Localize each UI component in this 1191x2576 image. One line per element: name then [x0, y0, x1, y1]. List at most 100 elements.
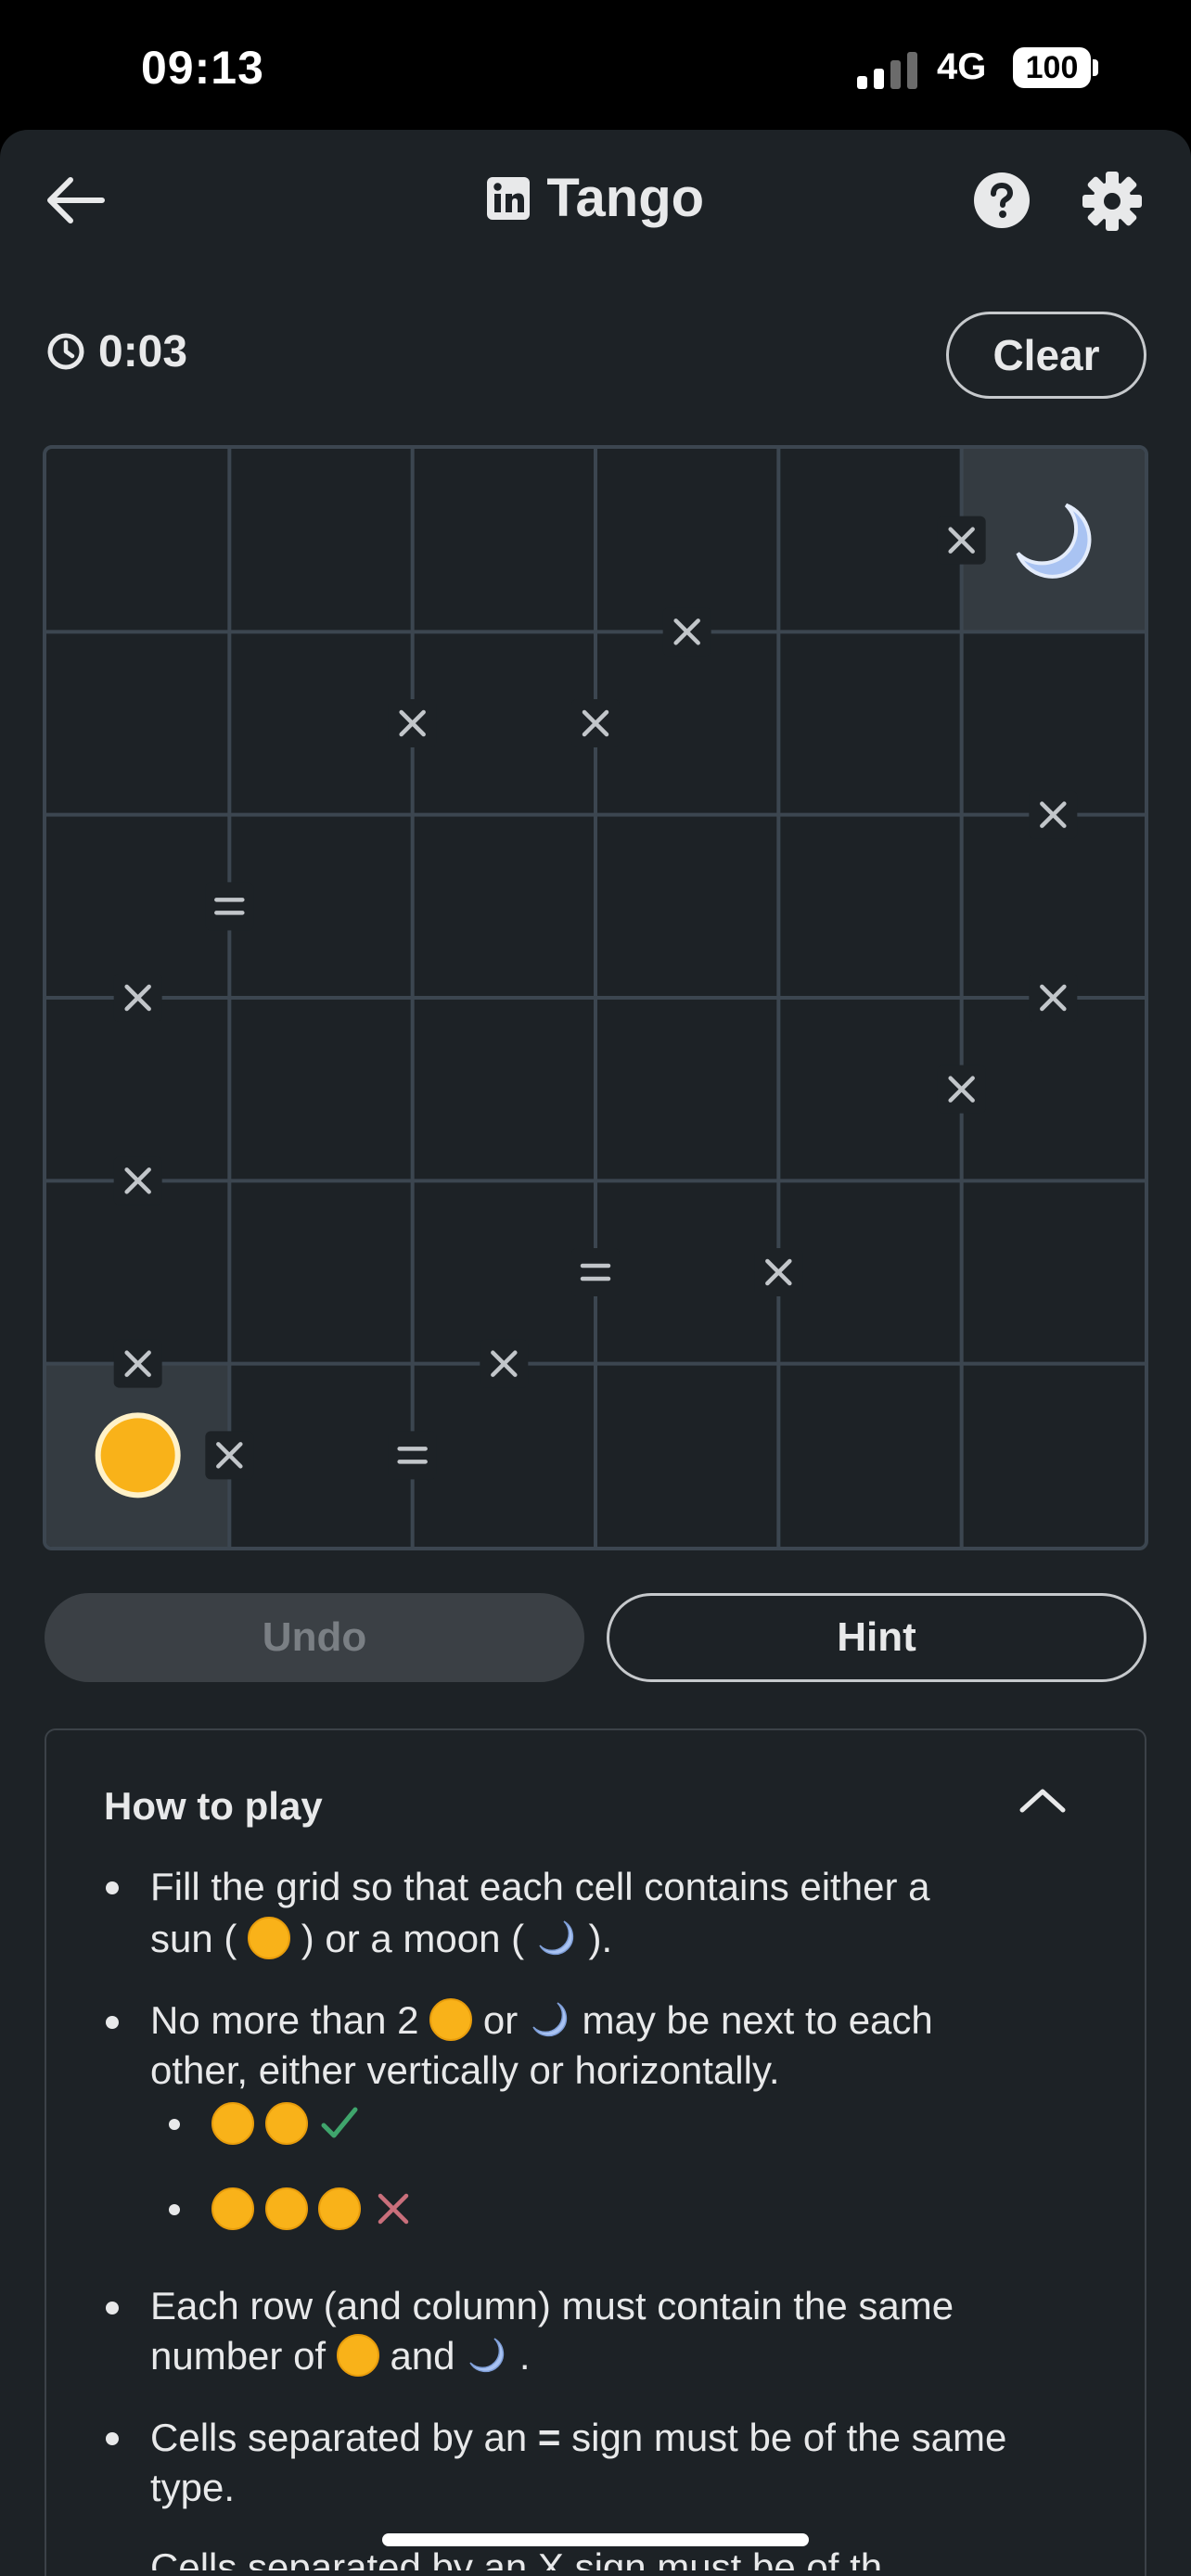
- moon-icon: [1016, 503, 1092, 579]
- board-cell[interactable]: [413, 815, 596, 998]
- rule-1-line-1: Fill the grid so that each cell contains…: [150, 1865, 930, 1908]
- board-cell[interactable]: [229, 998, 412, 1180]
- board-cell[interactable]: [962, 631, 1145, 814]
- cross-constraint-icon: [113, 974, 162, 1022]
- arrow-left-icon[interactable]: [41, 165, 111, 236]
- rule-2-line-2: other, either vertically or horizontally…: [150, 2048, 780, 2092]
- hint-button[interactable]: Hint: [607, 1593, 1146, 1682]
- board-cell[interactable]: [962, 1364, 1145, 1547]
- board-cell[interactable]: [596, 815, 778, 998]
- rule-1-text-a: sun (: [150, 1917, 237, 1960]
- board-cell[interactable]: [778, 998, 961, 1180]
- rule-5-partial: Cells separated by an X sign must be of …: [150, 2545, 883, 2570]
- moon-icon: [539, 1920, 573, 1956]
- network-label: 4G: [937, 46, 987, 87]
- example-valid: [211, 2099, 361, 2149]
- status-bar: 09:13 4G 100: [0, 0, 1191, 130]
- sun-icon: [264, 2101, 308, 2145]
- board-cell[interactable]: [596, 631, 778, 814]
- bullet: [106, 2432, 119, 2445]
- rule-3-text-a: number of: [150, 2334, 327, 2378]
- rule-2-text-c: may be next to each: [582, 1998, 933, 2042]
- game-board: [43, 445, 1148, 1550]
- board-cell[interactable]: [596, 1180, 778, 1363]
- sun-icon: [248, 1916, 291, 1959]
- board-cell[interactable]: [778, 631, 961, 814]
- undo-button[interactable]: Undo: [45, 1593, 584, 1682]
- board-cell[interactable]: [413, 1180, 596, 1363]
- board-cell[interactable]: [413, 631, 596, 814]
- board-cell[interactable]: [962, 998, 1145, 1180]
- rule-3-line-1: Each row (and column) must contain the s…: [150, 2284, 954, 2327]
- board-cell[interactable]: [229, 631, 412, 814]
- board-cell[interactable]: [46, 815, 229, 998]
- board-cell[interactable]: [46, 631, 229, 814]
- rule-3-text-c: .: [519, 2334, 531, 2378]
- help-circle-icon[interactable]: [972, 171, 1031, 230]
- battery-icon: 100: [1013, 47, 1091, 88]
- sun-icon: [211, 2101, 254, 2145]
- board-cell[interactable]: [596, 998, 778, 1180]
- sun-icon: [264, 2187, 308, 2230]
- cross-constraint-icon: [205, 1431, 254, 1480]
- cross-constraint-icon: [754, 1248, 803, 1296]
- rule-1-text-c: ).: [588, 1917, 613, 1960]
- home-indicator: [382, 2533, 809, 2546]
- board-cell[interactable]: [229, 1180, 412, 1363]
- sun-icon: [95, 1412, 181, 1498]
- board-cell[interactable]: [962, 449, 1145, 631]
- board-cell[interactable]: [46, 1180, 229, 1363]
- equals-symbol: =: [537, 2416, 561, 2459]
- board-cell[interactable]: [962, 1180, 1145, 1363]
- bullet: [106, 2016, 119, 2029]
- board-cell[interactable]: [596, 449, 778, 631]
- board-cell[interactable]: [778, 449, 961, 631]
- battery-nub: [1093, 59, 1098, 76]
- chevron-up-icon[interactable]: [1015, 1782, 1070, 1819]
- board-cell[interactable]: [596, 1364, 778, 1547]
- board-cell[interactable]: [778, 815, 961, 998]
- cross-icon: [378, 2193, 409, 2225]
- gear-icon[interactable]: [1082, 171, 1143, 232]
- cross-constraint-icon: [1029, 790, 1078, 839]
- rule-4-line-1: Cells separated by an = sign must be of …: [150, 2413, 1006, 2463]
- rule-4-text-b: sign must be of the same: [571, 2416, 1007, 2459]
- how-to-play-title: How to play: [104, 1784, 323, 1828]
- moon-icon: [532, 2002, 567, 2037]
- rule-1-text-b: ) or a moon (: [301, 1917, 525, 1960]
- prefilled-cell-bg: [961, 449, 1145, 632]
- sun-icon: [429, 1997, 473, 2041]
- how-to-play-panel: How to play Fill the grid so that each c…: [45, 1728, 1146, 2576]
- sun-icon: [211, 2187, 254, 2230]
- board-cell[interactable]: [413, 449, 596, 631]
- cross-constraint-icon: [388, 699, 437, 747]
- title-wrap: Tango: [0, 167, 1191, 229]
- header: Tango: [0, 130, 1191, 269]
- board-cell[interactable]: [229, 1364, 412, 1547]
- rule-1-line-2: sun ( ) or a moon ( ).: [150, 1914, 612, 1964]
- board-cell[interactable]: [413, 998, 596, 1180]
- board-cell[interactable]: [229, 449, 412, 631]
- equals-constraint-icon: [205, 882, 254, 931]
- cross-constraint-icon: [480, 1339, 529, 1388]
- board-cell[interactable]: [962, 815, 1145, 998]
- status-time: 09:13: [141, 42, 264, 94]
- sun-icon: [336, 2333, 379, 2377]
- sun-icon: [318, 2187, 362, 2230]
- board-cell[interactable]: [778, 1180, 961, 1363]
- rule-4-line-2: type.: [150, 2466, 236, 2509]
- signal-icon: [857, 52, 917, 89]
- rule-4-text-a: Cells separated by an: [150, 2416, 528, 2459]
- board-cell[interactable]: [46, 998, 229, 1180]
- board-cell[interactable]: [778, 1364, 961, 1547]
- board-cell[interactable]: [229, 815, 412, 998]
- cross-constraint-icon: [571, 699, 620, 747]
- clear-button[interactable]: Clear: [946, 312, 1146, 399]
- timer-value: 0:03: [98, 327, 188, 376]
- bullet: [169, 2119, 180, 2130]
- cross-constraint-icon: [937, 1065, 986, 1114]
- board-cell[interactable]: [413, 1364, 596, 1547]
- board-cell[interactable]: [46, 449, 229, 631]
- moon-icon: [469, 2338, 505, 2373]
- bullet: [106, 1881, 119, 1894]
